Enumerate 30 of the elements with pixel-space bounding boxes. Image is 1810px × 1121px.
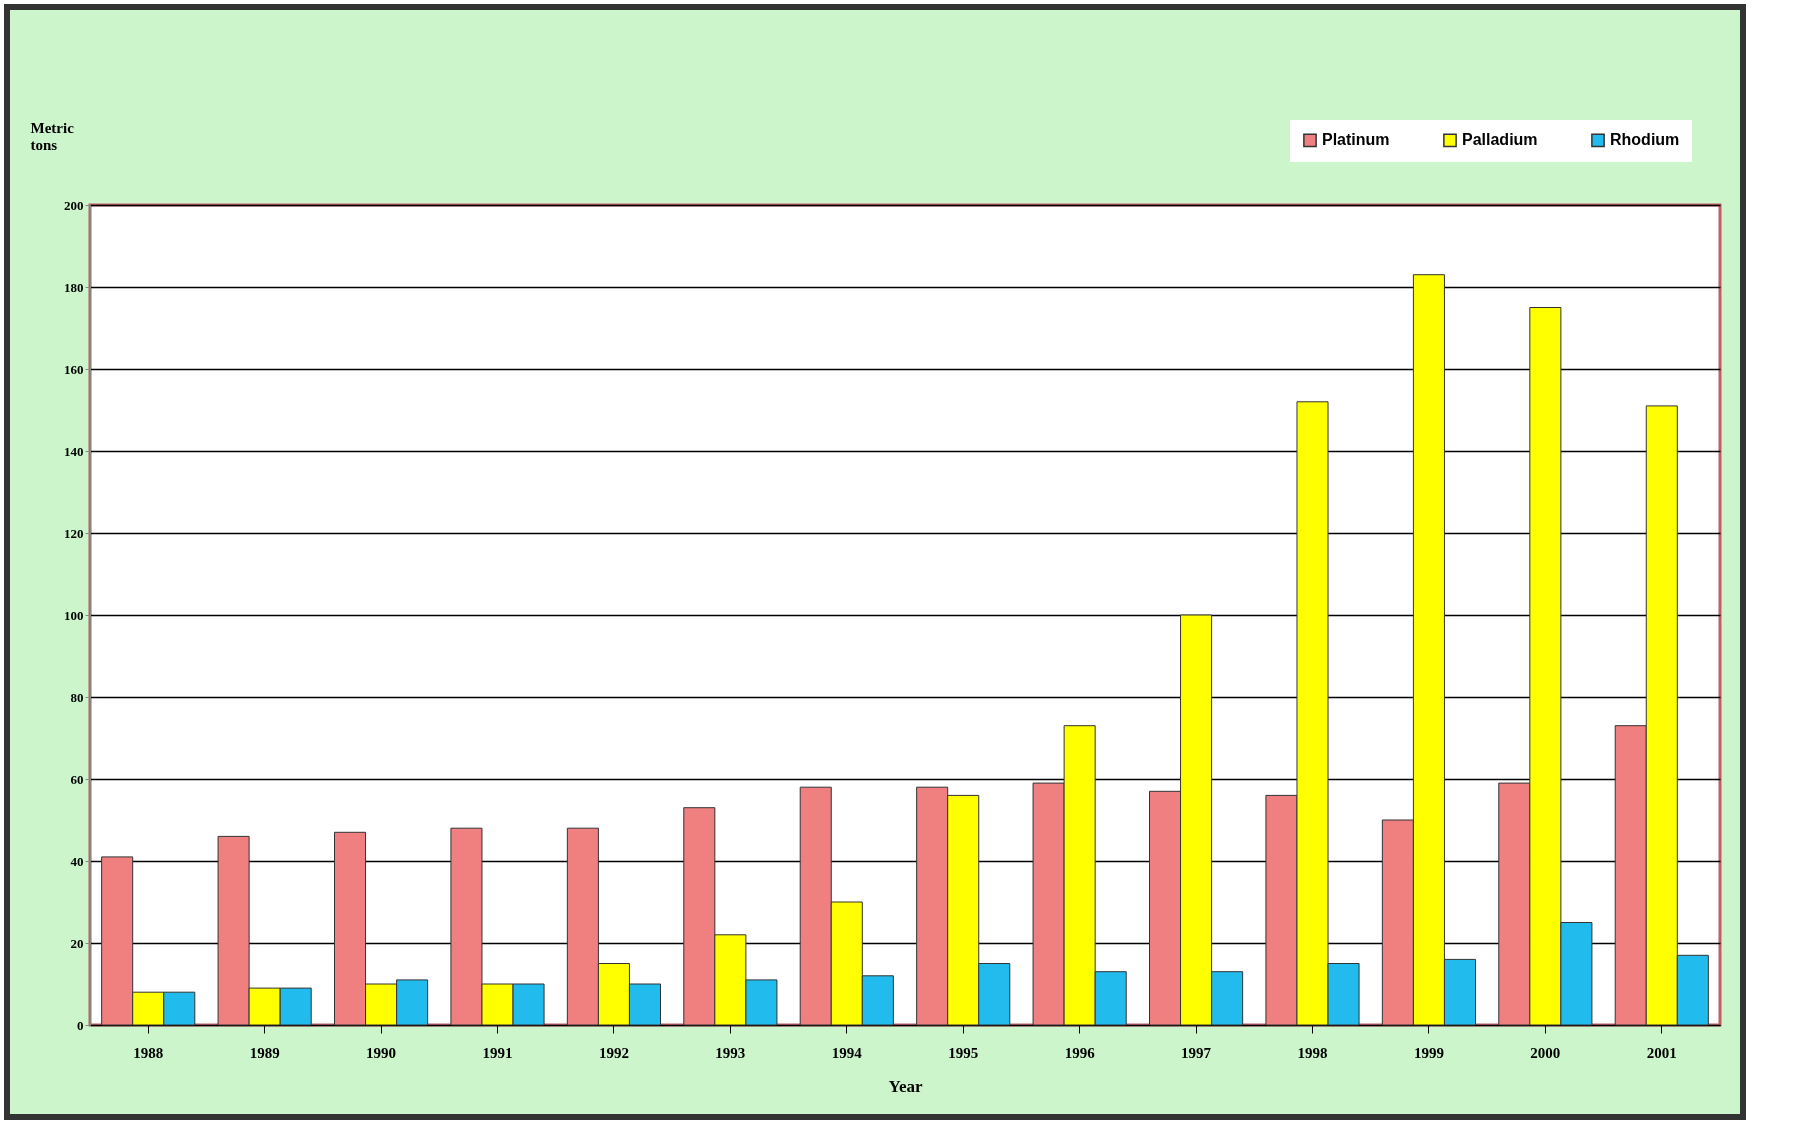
x-tick-label: 1990	[366, 1044, 397, 1061]
x-tick-label: 1995	[948, 1044, 979, 1061]
legend-label: Palladium	[1462, 131, 1538, 149]
y-axis-title: Metric tons	[30, 119, 75, 153]
x-tick-label: 1989	[249, 1044, 280, 1061]
x-tick-label: 1988	[133, 1044, 164, 1061]
x-tick-label: 1998	[1297, 1044, 1328, 1061]
y-tick-label: 200	[64, 197, 84, 213]
legend-label: Platinum	[1322, 131, 1390, 149]
y-tick-label: 60	[70, 771, 84, 787]
x-tick-label: 1999	[1413, 1044, 1444, 1061]
x-tick-label: 1996	[1064, 1044, 1096, 1061]
y-tick-label: 0	[77, 1017, 84, 1033]
y-tick-label: 160	[64, 361, 84, 377]
y-tick-label: 120	[64, 525, 84, 541]
x-tick-label: 1993	[715, 1044, 746, 1061]
legend-label: Rhodium	[1610, 131, 1680, 149]
x-tick-label: 2000	[1530, 1044, 1561, 1061]
x-tick-label: 1997	[1181, 1044, 1212, 1061]
x-tick-label: 2001	[1646, 1044, 1677, 1061]
y-tick-label: 40	[70, 853, 84, 869]
y-tick-label: 100	[64, 607, 84, 623]
y-tick-label: 180	[64, 279, 84, 295]
x-axis-title: Year	[888, 1076, 923, 1096]
y-tick-label: 80	[70, 689, 84, 705]
y-tick-label: 20	[70, 935, 84, 951]
x-tick-label: 1992	[598, 1044, 629, 1061]
y-tick-label: 140	[64, 443, 84, 459]
x-tick-label: 1994	[831, 1044, 863, 1061]
x-tick-label: 1991	[482, 1044, 513, 1061]
